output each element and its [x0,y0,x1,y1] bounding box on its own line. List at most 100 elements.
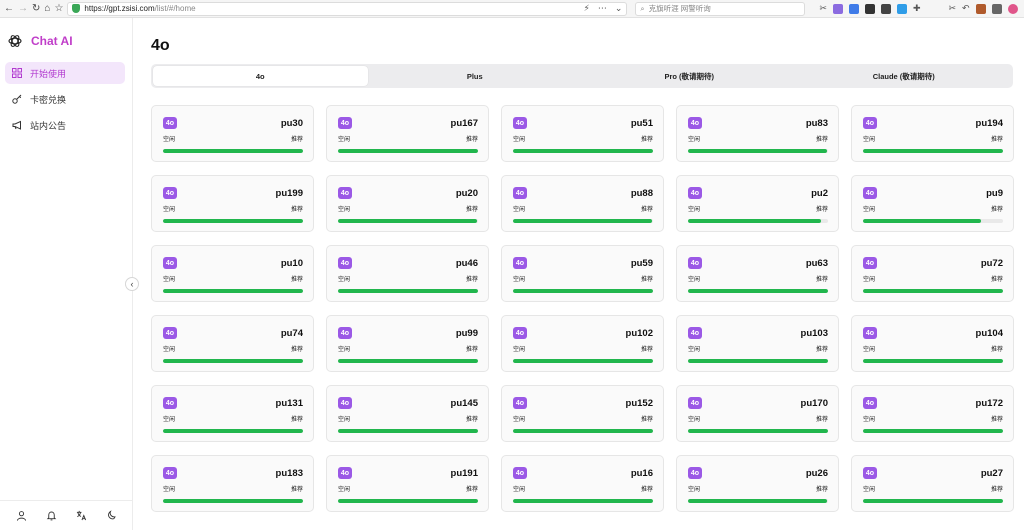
model-badge: 4o [513,397,527,409]
load-bar-fill [688,219,821,223]
address-bar[interactable]: https://gpt.zsisi.com/list/#/home ⚡ ⋯ ⌄ [67,1,628,16]
account-card[interactable]: 4o pu131 空闲 推荐 [151,385,314,442]
recommend-label: 推荐 [290,347,303,353]
account-card[interactable]: 4o pu27 空闲 推荐 [851,455,1014,512]
account-card[interactable]: 4o pu63 空闲 推荐 [676,245,839,302]
load-bar [338,149,478,153]
briefcase-icon[interactable] [975,3,986,14]
translate-icon[interactable] [75,510,87,522]
card-header: 4o pu104 [863,325,1003,341]
load-bar-fill [688,499,827,503]
search-box[interactable]: ⌕ 克旗听涯 网警听询 [635,1,806,16]
account-card[interactable]: 4o pu30 空闲 推荐 [151,105,314,162]
extension-translate-icon[interactable] [848,3,859,14]
account-card[interactable]: 4o pu199 空闲 推荐 [151,175,314,232]
load-bar [513,219,653,223]
account-card[interactable]: 4o pu183 空闲 推荐 [151,455,314,512]
load-bar [163,289,303,293]
model-badge: 4o [513,257,527,269]
account-card[interactable]: 4o pu46 空闲 推荐 [326,245,489,302]
brand[interactable]: Chat AI [0,18,132,54]
status-label: 空闲 [513,207,526,213]
card-header: 4o pu88 [513,185,653,201]
card-meta: 空闲 推荐 [163,484,303,493]
puzzle-icon[interactable]: ✚ [912,3,921,13]
profile-circle-icon[interactable] [1007,3,1018,14]
tab-3[interactable]: Claude (敬请期待) [872,71,935,81]
account-card[interactable]: 4o pu191 空闲 推荐 [326,455,489,512]
load-bar [863,289,1003,293]
collapse-sidebar-button[interactable]: ‹ [125,277,139,291]
load-bar [688,499,828,503]
account-grid: 4o pu30 空闲 推荐 4o pu167 空闲 推荐 4o pu51 空闲 推荐 4o pu83 空闲推… [151,105,1014,512]
url-text[interactable]: https://gpt.zsisi.com/list/#/home [84,4,579,13]
scissors-alt-icon[interactable]: ✂ [948,3,957,13]
account-card[interactable]: 4o pu88 空闲 推荐 [501,175,664,232]
extension-box-icon[interactable] [880,3,891,14]
account-card[interactable]: 4o pu83 空闲 推荐 [676,105,839,162]
account-name: pu170 [800,397,828,409]
extension-purple-icon[interactable] [832,3,843,14]
account-name: pu74 [280,327,303,339]
sidebar-item-start[interactable]: 开始使用 [5,62,125,84]
extension-cloud-icon[interactable] [896,3,907,14]
load-bar [513,289,653,293]
reload-icon[interactable]: ↻ [32,2,41,14]
card-meta: 空闲 推荐 [688,414,828,423]
account-card[interactable]: 4o pu167 空闲 推荐 [326,105,489,162]
load-bar-fill [163,499,303,503]
card-header: 4o pu167 [338,115,478,131]
tab-1[interactable]: Plus [466,71,483,81]
sidebar-menu: 开始使用 卡密兑换 站内公告 [0,54,132,136]
account-card[interactable]: 4o pu145 空闲 推荐 [326,385,489,442]
forward-icon[interactable]: → [18,2,28,14]
lightning-icon[interactable]: ⚡ [583,3,590,13]
recommend-label: 推荐 [640,137,653,143]
undo-icon[interactable]: ↶ [962,3,970,13]
account-card[interactable]: 4o pu10 空闲 推荐 [151,245,314,302]
card-header: 4o pu199 [163,185,303,201]
recommend-label: 推荐 [465,347,478,353]
account-card[interactable]: 4o pu102 空闲 推荐 [501,315,664,372]
sidebar-item-announcements[interactable]: 站内公告 [5,114,125,136]
account-card[interactable]: 4o pu104 空闲 推荐 [851,315,1014,372]
account-name: pu51 [630,117,653,129]
bell-icon[interactable] [45,510,57,522]
account-card[interactable]: 4o pu172 空闲 推荐 [851,385,1014,442]
account-card[interactable]: 4o pu74 空闲 推荐 [151,315,314,372]
extension-square-icon[interactable] [864,3,875,14]
load-bar-fill [863,499,1003,503]
moon-icon[interactable] [105,510,117,522]
account-card[interactable]: 4o pu59 空闲 推荐 [501,245,664,302]
account-card[interactable]: 4o pu99 空闲 推荐 [326,315,489,372]
model-badge: 4o [163,187,177,199]
scissors-icon[interactable]: ✂ [819,3,827,13]
account-card[interactable]: 4o pu16 空闲 推荐 [501,455,664,512]
account-card[interactable]: 4o pu26 空闲 推荐 [676,455,839,512]
tab-2[interactable]: Pro (敬请期待) [664,71,715,81]
bookmark-star-icon[interactable]: ☆ [54,2,64,14]
status-label: 空闲 [863,487,876,493]
account-card[interactable]: 4o pu9 空闲 推荐 [851,175,1014,232]
account-card[interactable]: 4o pu170 空闲 推荐 [676,385,839,442]
chevron-down-icon[interactable]: ⌄ [614,3,623,13]
card-header: 4o pu16 [513,465,653,481]
sidebar-item-redeem[interactable]: 卡密兑换 [5,88,125,110]
account-card[interactable]: 4o pu20 空闲 推荐 [326,175,489,232]
account-card[interactable]: 4o pu51 空闲 推荐 [501,105,664,162]
load-bar [688,219,828,223]
account-card[interactable]: 4o pu152 空闲 推荐 [501,385,664,442]
account-card[interactable]: 4o pu103 空闲 推荐 [676,315,839,372]
account-name: pu46 [455,257,478,269]
user-icon[interactable] [15,510,27,522]
shopping-icon[interactable] [991,3,1002,14]
home-icon[interactable]: ⌂ [44,2,51,14]
model-badge: 4o [163,327,177,339]
tab-0[interactable]: 4o [153,66,368,86]
account-card[interactable]: 4o pu72 空闲 推荐 [851,245,1014,302]
account-card[interactable]: 4o pu2 空闲 推荐 [676,175,839,232]
card-meta: 空闲 推荐 [863,274,1003,283]
more-dots-icon[interactable]: ⋯ [597,3,607,13]
back-icon[interactable]: ← [4,2,14,14]
account-card[interactable]: 4o pu194 空闲 推荐 [851,105,1014,162]
